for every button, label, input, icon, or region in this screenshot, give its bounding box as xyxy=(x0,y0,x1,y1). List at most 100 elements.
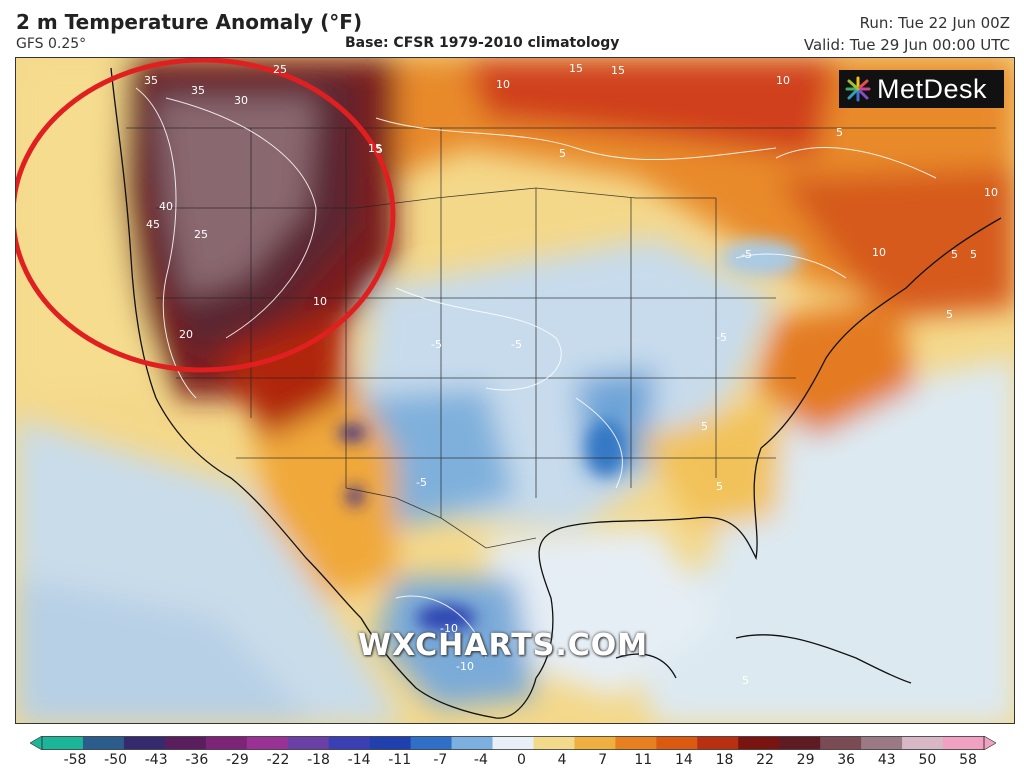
legend-tick-label: 50 xyxy=(918,752,937,768)
contour-g xyxy=(395,595,487,659)
contour-label: 5 xyxy=(836,126,843,139)
anomaly-field xyxy=(16,58,1014,723)
legend-tick-label: -29 xyxy=(225,752,249,768)
legend-swatch xyxy=(943,736,985,750)
legend-tick-label: -22 xyxy=(266,752,290,768)
contour-label: -5 xyxy=(741,248,752,261)
legend-swatch xyxy=(820,736,862,750)
map-canvas: 35 25 30 35 15 40 45 25 20 10 10 15 15 1… xyxy=(16,58,1014,723)
contour-label: 5 xyxy=(951,248,958,261)
contour-f xyxy=(735,253,847,279)
base-climatology-label: Base: CFSR 1979-2010 climatology xyxy=(345,35,620,51)
legend-tick-label: 22 xyxy=(756,752,774,768)
gulf-pale-region xyxy=(486,528,716,698)
coastlines xyxy=(110,67,1002,719)
legend-tick-label: -7 xyxy=(433,752,448,768)
model-label: GFS 0.25° xyxy=(16,36,87,52)
contour-label: -5 xyxy=(716,331,727,344)
contour-e xyxy=(575,397,623,489)
northeast-warm xyxy=(776,168,1014,318)
contour-label: 15 xyxy=(569,62,583,75)
contour-label: 5 xyxy=(701,420,708,433)
legend-tick-label: 11 xyxy=(634,752,653,768)
highlight-circle xyxy=(16,58,396,373)
legend-swatch xyxy=(615,736,657,750)
legend-tick-label: 4 xyxy=(557,752,567,768)
contour-label: -5 xyxy=(511,338,522,351)
legend-tick-label: -4 xyxy=(473,752,488,768)
legend-swatch xyxy=(861,736,903,750)
contour-label: 15 xyxy=(611,64,625,77)
contour-label: 30 xyxy=(234,94,248,107)
cold-cell-arizona xyxy=(338,425,366,441)
contour-label: 5 xyxy=(559,147,566,160)
metdesk-logo-text: MetDesk xyxy=(877,73,988,104)
legend-tick-label: 43 xyxy=(877,752,896,768)
metdesk-logo-icon xyxy=(845,76,871,102)
contour-label: 10 xyxy=(313,295,327,308)
legend-swatch xyxy=(164,736,207,750)
legend-swatch xyxy=(697,736,739,750)
legend-swatch xyxy=(205,736,248,750)
contour-label: 20 xyxy=(179,328,193,341)
temperature-anomaly-map: 35 25 30 35 15 40 45 25 20 10 10 15 15 1… xyxy=(15,57,1015,724)
legend-swatch xyxy=(369,736,412,750)
contour-label: 15 xyxy=(368,142,382,155)
legend-swatch xyxy=(82,736,125,750)
legend-swatch xyxy=(902,736,944,750)
canada-hot-band xyxy=(466,58,836,158)
legend-swatch xyxy=(738,736,780,750)
contour-label: 10 xyxy=(776,74,790,87)
contour-label: 35 xyxy=(191,84,205,97)
legend-max-arrow xyxy=(983,736,996,750)
legend-colorbar xyxy=(30,736,996,750)
contour-label: -10 xyxy=(456,660,474,673)
contour-label: 45 xyxy=(146,218,160,231)
legend-tick-label: -50 xyxy=(104,752,128,768)
chart-title: 2 m Temperature Anomaly (°F) xyxy=(16,10,363,34)
contour-c xyxy=(375,117,777,161)
contour-label: -5 xyxy=(431,338,442,351)
cuba-outline xyxy=(735,634,912,684)
southeast-warm xyxy=(636,398,786,528)
contour-label: 35 xyxy=(144,74,158,87)
legend-tick-label: 29 xyxy=(796,752,815,768)
legend-swatch xyxy=(451,736,494,750)
legend-tick-label: 18 xyxy=(715,752,734,768)
contour-b xyxy=(165,97,317,339)
contour-label: 10 xyxy=(984,186,998,199)
legend-tick-label: -36 xyxy=(185,752,209,768)
legend-tick-label: -11 xyxy=(388,752,412,768)
east-coast-warm xyxy=(756,298,916,438)
metdesk-logo: MetDesk xyxy=(839,70,1004,108)
atlantic-coastline xyxy=(760,217,1002,449)
pacific-coastline xyxy=(110,67,362,619)
contour-d xyxy=(395,287,562,391)
contour-label: 5 xyxy=(946,308,953,321)
legend-tick-label: -14 xyxy=(347,752,371,768)
contour-label: 5 xyxy=(742,674,749,687)
cold-cell-great-lakes xyxy=(721,240,801,276)
legend-tick-label: 58 xyxy=(959,752,977,768)
contour-label: -10 xyxy=(440,622,458,635)
cold-cells xyxy=(338,240,801,632)
contour-label: 25 xyxy=(273,63,287,76)
legend-swatch xyxy=(574,736,616,750)
contour-label: 25 xyxy=(194,228,208,241)
legend-swatch xyxy=(328,736,371,750)
contour-label: -5 xyxy=(416,476,427,489)
state-borders xyxy=(126,127,996,549)
contour-label: 10 xyxy=(496,78,510,91)
legend-frame xyxy=(41,736,985,750)
mexico-pacific-coast xyxy=(360,617,537,719)
legend-tick-label: 14 xyxy=(674,752,693,768)
yucatan-outline xyxy=(615,653,677,679)
legend-tick-label: 0 xyxy=(517,752,526,768)
us-mexico-border xyxy=(345,487,537,549)
contour-label: 5 xyxy=(970,248,977,261)
northern-tier-border xyxy=(156,187,716,209)
legend-swatch xyxy=(492,736,535,750)
legend-swatch xyxy=(779,736,821,750)
legend-tick-label: 36 xyxy=(837,752,856,768)
atlantic-pale-region xyxy=(616,358,1014,723)
